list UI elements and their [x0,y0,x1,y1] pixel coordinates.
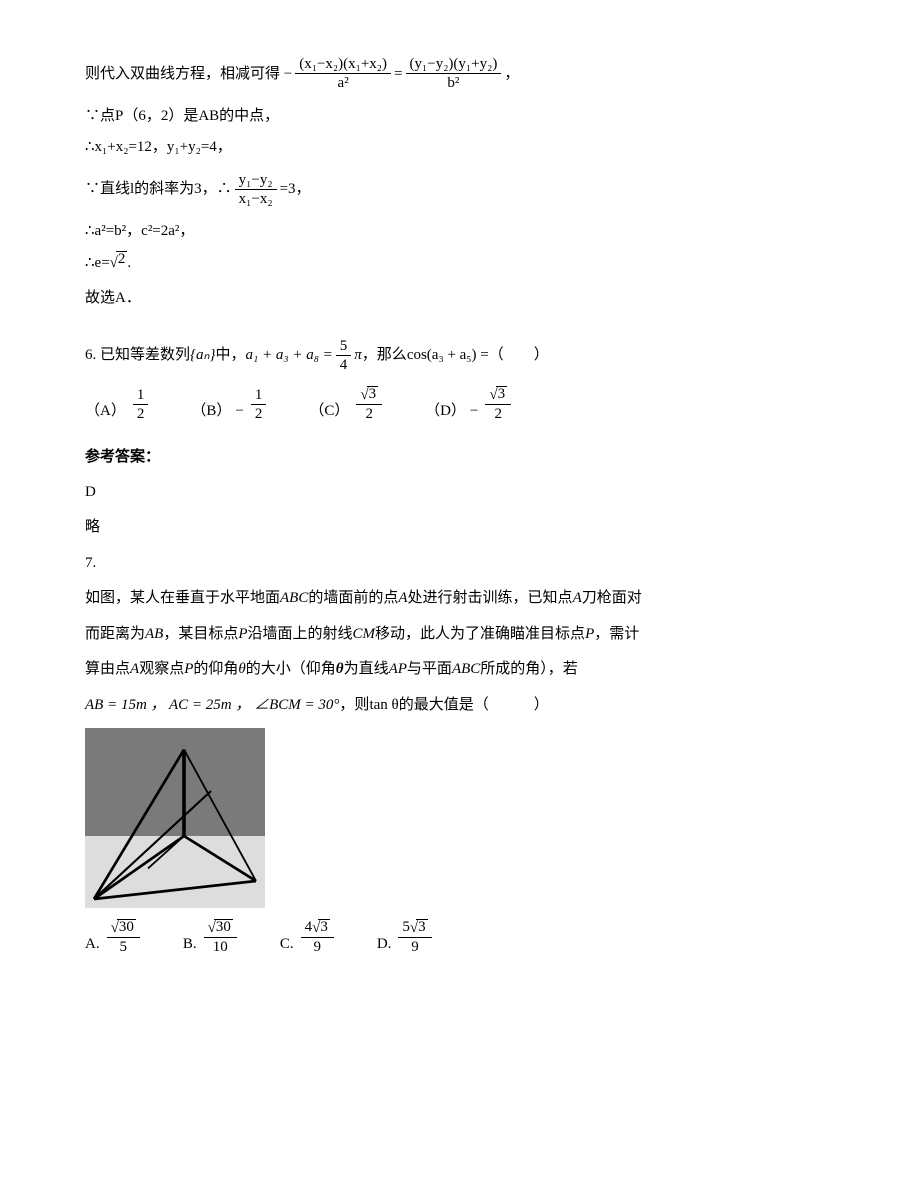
question-7-number: 7. [85,551,860,577]
solution-line-2: ∵点P（6，2）是AB的中点， [85,104,860,130]
question-7-line1: 如图，某人在垂直于水平地面 ABC 的墙面前的点 A 处进行射击训练，已知点 A… [85,586,860,612]
answer-label: 参考答案： [85,444,860,470]
option-c[interactable]: （C） 32 [309,385,385,424]
option-a[interactable]: （A） 12 [85,386,151,425]
option-d[interactable]: D. 53 9 [377,918,435,957]
question-7-options: A. 30 5 B. 30 10 C. 43 9 D. 53 9 [85,918,860,957]
option-b[interactable]: （B） − 12 [191,386,269,425]
solution-line-7: 故选A． [85,286,860,312]
solution-line-6: ∴e= 2 . [85,251,860,277]
sqrt: 2 [110,251,128,277]
question-7-line3: 算由点 A 观察点 P 的仰角 θ 的大小（仰角 θ 为直线 AP 与平面 AB… [85,657,860,683]
answer-value: D [85,480,860,506]
answer-skip: 略 [85,515,860,541]
solution-line-5: ∴a²=b²，c²=2a²， [85,219,860,245]
question-7-line4: AB = 15m ， AC = 25m ， ∠BCM = 30° ，则 tan … [85,693,860,719]
fraction: 5 4 [336,337,352,376]
question-6-stem: 6. 已知等差数列 {aₙ} 中， a₁ + a₃ + a₈ = 5 4 π ，… [85,337,860,376]
fraction: (x₁−x₂)(x₁+x₂) a² [295,55,391,94]
option-a[interactable]: A. 30 5 [85,918,143,957]
option-b[interactable]: B. 30 10 [183,918,240,957]
fraction: (y₁−y₂)(y₁+y₂) b² [406,55,502,94]
equals: = [394,62,402,88]
solution-line-3: ∴x₁+x₂=12，y₁+y₂=4， [85,135,860,161]
fraction: y₁−y₂ x₁−x₂ [235,171,277,210]
text: ∵直线l的斜率为3，∴ [85,177,232,203]
text: 则代入双曲线方程，相减可得 − [85,62,292,88]
question-7-line2: 而距离为 AB ，某目标点 P 沿墙面上的射线 CM 移动，此人为了准确瞄准目标… [85,622,860,648]
question-6-options: （A） 12 （B） − 12 （C） 32 （D） − 32 [85,385,860,424]
text: =3， [280,177,311,203]
text: ， [504,62,519,88]
geometry-figure [85,728,265,908]
solution-line-1: 则代入双曲线方程，相减可得 − (x₁−x₂)(x₁+x₂) a² = (y₁−… [85,55,860,94]
option-c[interactable]: C. 43 9 [280,918,337,957]
solution-line-4: ∵直线l的斜率为3，∴ y₁−y₂ x₁−x₂ =3， [85,171,860,210]
option-d[interactable]: （D） − 32 [425,385,514,424]
